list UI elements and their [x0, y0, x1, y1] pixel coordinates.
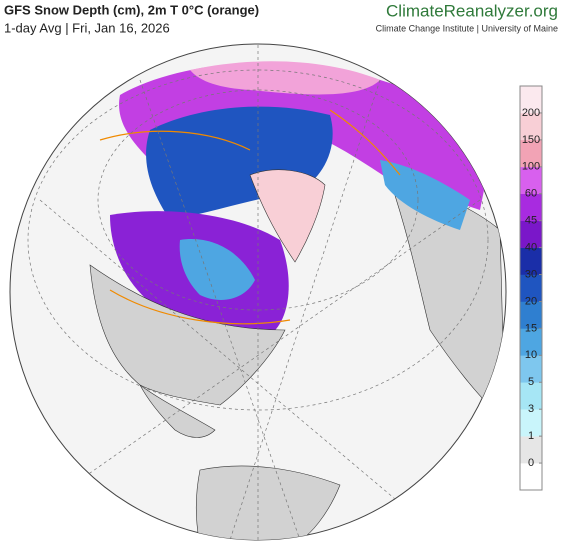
south-america: [195, 465, 341, 540]
colorbar-tick-label: 100: [522, 161, 540, 173]
colorbar-band: [520, 86, 542, 114]
united-states: [89, 264, 286, 406]
greenland: [249, 169, 326, 263]
colorbar-tick-label: 10: [525, 349, 537, 361]
colorbar-tick-label: 0: [528, 457, 534, 469]
colorbar-band: [520, 436, 542, 464]
colorbar-tick-label: 3: [528, 403, 534, 415]
colorbar-band: [520, 301, 542, 329]
hudson-bay: [179, 239, 255, 300]
europe-snow: [380, 160, 470, 230]
affiliation: Climate Change Institute | University of…: [376, 23, 558, 33]
colorbar-band: [520, 328, 542, 356]
freezing-contour: [99, 109, 401, 325]
siberia-deep-snow: [190, 61, 380, 95]
colorbar-tick-label: 20: [525, 295, 537, 307]
colorbar-tick-label: 60: [525, 188, 537, 200]
colorbar-band: [520, 166, 542, 195]
land: [27, 45, 506, 540]
colorbar-tick-label: 5: [528, 376, 534, 388]
colorbar-tick-label: 45: [525, 215, 537, 227]
title: GFS Snow Depth (cm), 2m T 0°C (orange): [4, 2, 259, 17]
colorbar-band: [520, 382, 542, 410]
colorbar-tick-label: 40: [525, 242, 537, 254]
colorbar-band: [520, 247, 542, 275]
colorbar-band: [520, 193, 542, 221]
colorbar-tick-label: 200: [522, 107, 540, 119]
colorbar-tick-label: 30: [525, 268, 537, 280]
colorbar-band: [520, 463, 542, 491]
colorbar-band: [520, 355, 542, 383]
colorbar-tick-label: 150: [522, 134, 540, 146]
brand: ClimateReanalyzer.org: [386, 1, 558, 20]
colorbar-band: [520, 139, 542, 168]
colorbar-tick-label: 15: [525, 322, 537, 334]
colorbar-band: [520, 220, 542, 248]
subtitle: 1-day Avg | Fri, Jan 16, 2026: [4, 20, 170, 35]
central-america: [139, 384, 216, 438]
colorbar-tick-label: 1: [528, 430, 534, 442]
colorbar-frame: [519, 85, 543, 491]
colorbar: 0 1 3 5 10 15 20 30 40 45 60 100 150 200: [519, 85, 543, 491]
graticule: [27, 45, 489, 540]
colorbar-band: [520, 409, 542, 437]
colorbar-band: [520, 112, 542, 141]
colorbar-band: [520, 274, 542, 302]
